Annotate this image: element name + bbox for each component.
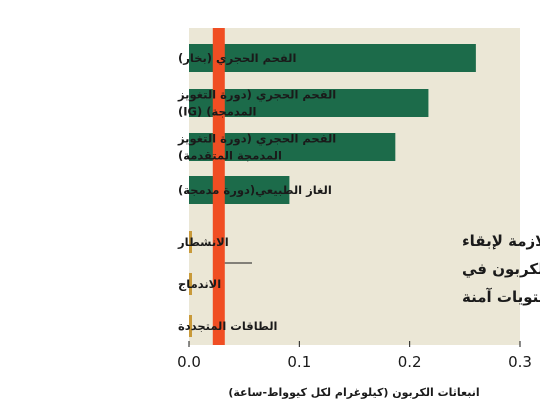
category-label: المدمجة المتقدمة) <box>178 149 282 163</box>
bar <box>189 176 290 204</box>
tick-label: 0.3 <box>508 353 532 371</box>
bar <box>189 89 429 117</box>
threshold-annotation: حدود الانبعاث اللازمة لإبقاء ثنائي أكسيد … <box>462 232 540 306</box>
tick-label: 0.1 <box>287 353 311 371</box>
annotation-line: الجو عند مستويات آمنة <box>462 288 540 306</box>
tick-label: 0.0 <box>177 353 201 371</box>
category-labels: الفحم الحجري (بخار) الفحم الحجري (دورة ال… <box>177 51 336 333</box>
bar <box>189 44 476 72</box>
bar <box>189 231 192 253</box>
category-label: الانشطار <box>177 235 229 249</box>
bar <box>189 273 192 295</box>
category-label: الفحم الحجري (بخار) <box>178 51 296 65</box>
category-label: الفحم الحجري (دورة التغويز <box>177 88 336 103</box>
x-axis-title: انبعاثات الكربون (كيلوغرام لكل كيوواط-سا… <box>228 386 479 399</box>
annotation-line: حدود الانبعاث اللازمة لإبقاء <box>462 232 540 250</box>
category-label: الغاز الطبيعي(دورة مدمجة) <box>178 183 332 198</box>
category-label: الطاقات المتجددة <box>178 319 277 333</box>
category-label: الفحم الحجري (دورة التغويز <box>177 132 336 147</box>
category-label: الاندماج <box>178 277 221 292</box>
bars-group <box>189 44 476 337</box>
bar <box>189 315 192 337</box>
threshold-band <box>212 28 225 345</box>
x-axis-ticks: 0.0 0.1 0.2 0.3 <box>177 341 532 371</box>
annotation-line: ثنائي أكسيد الكربون في <box>462 259 540 278</box>
category-label: المدمجة) (IG) <box>178 105 257 119</box>
tick-label: 0.2 <box>398 353 422 371</box>
